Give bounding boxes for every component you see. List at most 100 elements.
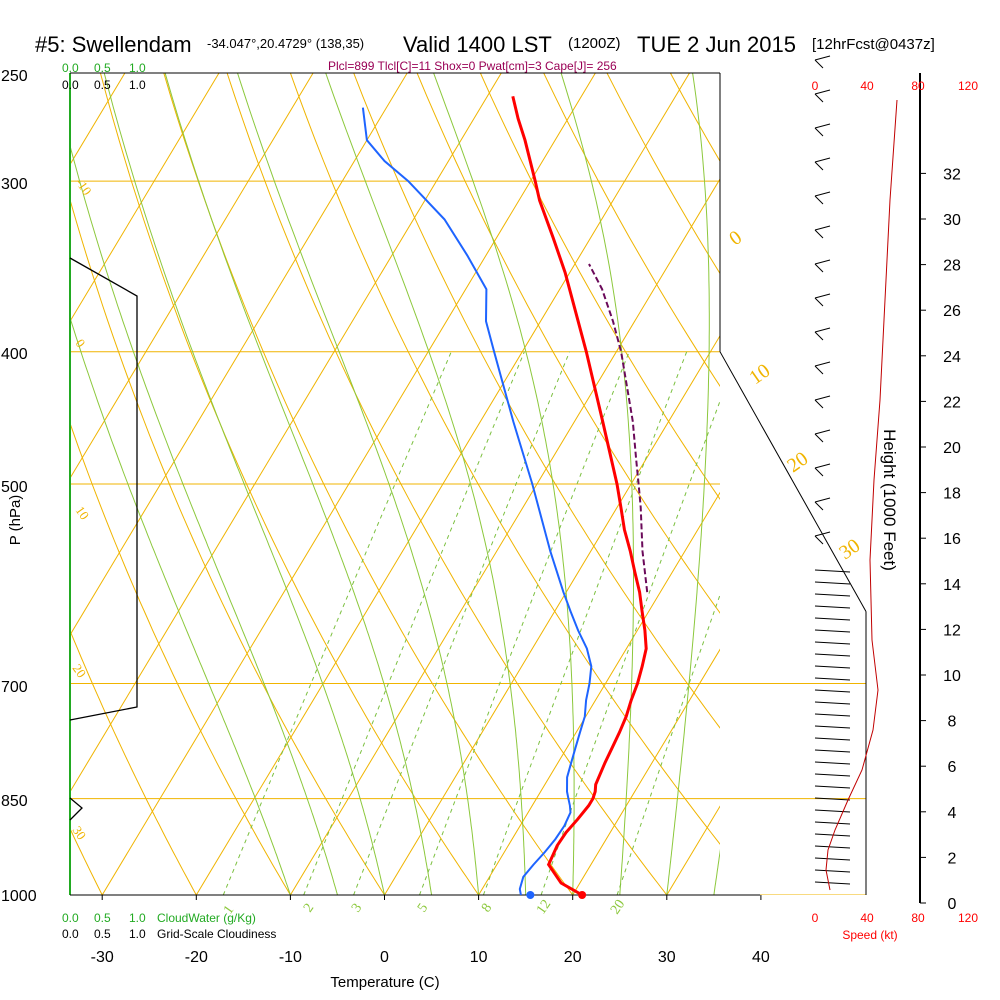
p-tick-700: 700: [1, 679, 28, 696]
cloudiness-tick-bottom: 0.5: [94, 927, 111, 941]
dry-adiabat-line: [416, 73, 720, 614]
parcel-line: [588, 263, 649, 593]
wind-barb: [814, 593, 851, 597]
cloudiness-label: Grid-Scale Cloudiness: [157, 927, 276, 941]
p-tick-1000: 1000: [1, 888, 37, 905]
dry-adiabat-line: [289, 73, 720, 845]
isotherm-line: [101, 73, 596, 895]
height-tick-label: 26: [943, 303, 961, 320]
mixing-ratio-label: 12: [534, 897, 554, 917]
temp-tick-label: 20: [564, 949, 582, 966]
speed-tick-bottom: 0: [812, 911, 819, 925]
cloudiness-tick-top: 0.0: [62, 78, 79, 92]
wind-barb: [814, 229, 824, 239]
station-coords: -34.047°,20.4729° (138,35): [207, 36, 364, 51]
moist-adiabat-line: [164, 73, 433, 895]
dry-adiabat-label: 30: [70, 823, 90, 842]
mixing-ratio-line: [222, 351, 452, 895]
speed-tick-bottom: 120: [958, 911, 978, 925]
wind-barb: [814, 617, 851, 621]
temp-tick-label: 0: [380, 949, 389, 966]
mixing-ratio-line: [303, 351, 525, 895]
cloudwater-tick-top: 1.0: [129, 61, 146, 75]
wind-barb: [814, 833, 851, 837]
cloudwater-tick-bottom: 1.0: [129, 911, 146, 925]
mixing-ratio-label: 8: [479, 901, 495, 915]
height-axis-label: Height (1000 Feet): [880, 429, 899, 571]
wind-barb: [814, 701, 851, 705]
wind-barb: [814, 297, 824, 307]
wind-barb: [814, 773, 851, 777]
wind-barb: [814, 467, 824, 477]
wind-barb-flag: [814, 225, 831, 231]
surface-dewpoint-point: [526, 891, 535, 899]
wind-barb: [814, 629, 851, 633]
wind-barb: [814, 93, 824, 103]
cloudiness-tick-top: 1.0: [129, 78, 146, 92]
speed-axis-label: Speed (kt): [842, 928, 897, 942]
temp-tick-label: -10: [279, 949, 302, 966]
height-tick-label: 14: [943, 577, 961, 594]
cloudiness-tick-top: 0.5: [94, 78, 111, 92]
forecast-run: [12hrFcst@0437z]: [812, 36, 935, 53]
moist-adiabat-line: [103, 73, 385, 895]
mixing-ratio-label: 20: [608, 897, 628, 917]
wind-barb: [814, 399, 824, 409]
isotherm-line: [478, 491, 720, 895]
moist-adiabat-line: [560, 73, 634, 895]
wind-barb: [814, 331, 824, 341]
isotherm-line: [949, 73, 1000, 895]
mixing-ratio-line: [353, 351, 571, 895]
dry-adiabat-label: 10: [745, 360, 774, 389]
forecast-date: TUE 2 Jun 2015: [637, 32, 796, 57]
moist-adiabat-line: [237, 73, 480, 895]
wind-barb-flag: [814, 361, 831, 367]
chart-title: #5: Swellendam -34.047°,20.4729° (138,35…: [35, 32, 935, 57]
parcel-parameters: Plcl=899 Tlcl[C]=11 Shox=0 Pwat[cm]=3 Ca…: [328, 59, 617, 73]
wind-barb-flag: [814, 497, 831, 503]
mixing-ratio-line: [482, 351, 688, 895]
isotherm-line: [855, 73, 1000, 895]
wind-speed-profile: [825, 99, 898, 891]
dewpoint-line: [361, 107, 593, 896]
wind-barb: [814, 869, 851, 873]
wind-barb-flag: [814, 327, 831, 333]
mixing-ratio-label: 5: [415, 901, 431, 915]
p-tick-400: 400: [1, 346, 28, 363]
height-tick-label: 18: [943, 486, 961, 503]
wind-barb: [814, 725, 851, 729]
cloudwater-tick-top: 0.5: [94, 61, 111, 75]
wind-barb-flag: [814, 531, 831, 537]
speed-tick-bottom: 80: [911, 911, 925, 925]
dry-adiabat-line: [543, 73, 720, 387]
wind-barb: [814, 569, 851, 573]
zulu-time: (1200Z): [568, 35, 621, 52]
dry-adiabat-line: [70, 421, 291, 895]
mixing-ratio-line: [419, 351, 630, 895]
cloudwater-label: CloudWater (g/Kg): [157, 911, 256, 925]
height-tick-label: 4: [948, 805, 957, 822]
speed-tick-top: 40: [860, 79, 874, 93]
wind-barbs: [814, 55, 851, 885]
wind-barb-flag: [814, 293, 831, 299]
wind-barb-flag: [814, 429, 831, 435]
temp-tick-label: 30: [658, 949, 676, 966]
wind-barb: [814, 713, 851, 717]
valid-time: Valid 1400 LST: [403, 32, 552, 57]
moist-adiabat-line: [761, 73, 899, 895]
speed-tick-top: 0: [812, 79, 819, 93]
p-tick-850: 850: [1, 793, 28, 810]
dry-adiabat-line: [987, 73, 1000, 895]
wind-barb: [814, 857, 851, 861]
cloudiness-profile: [69, 257, 138, 721]
wind-barb: [814, 263, 824, 273]
moist-adiabat-line: [666, 73, 710, 895]
wind-barb-flag: [814, 395, 831, 401]
wind-barb: [814, 785, 851, 789]
p-tick-500: 500: [1, 479, 28, 496]
height-tick-label: 24: [943, 349, 961, 366]
wind-barb-flag: [814, 123, 831, 129]
height-tick-label: 28: [943, 258, 961, 275]
